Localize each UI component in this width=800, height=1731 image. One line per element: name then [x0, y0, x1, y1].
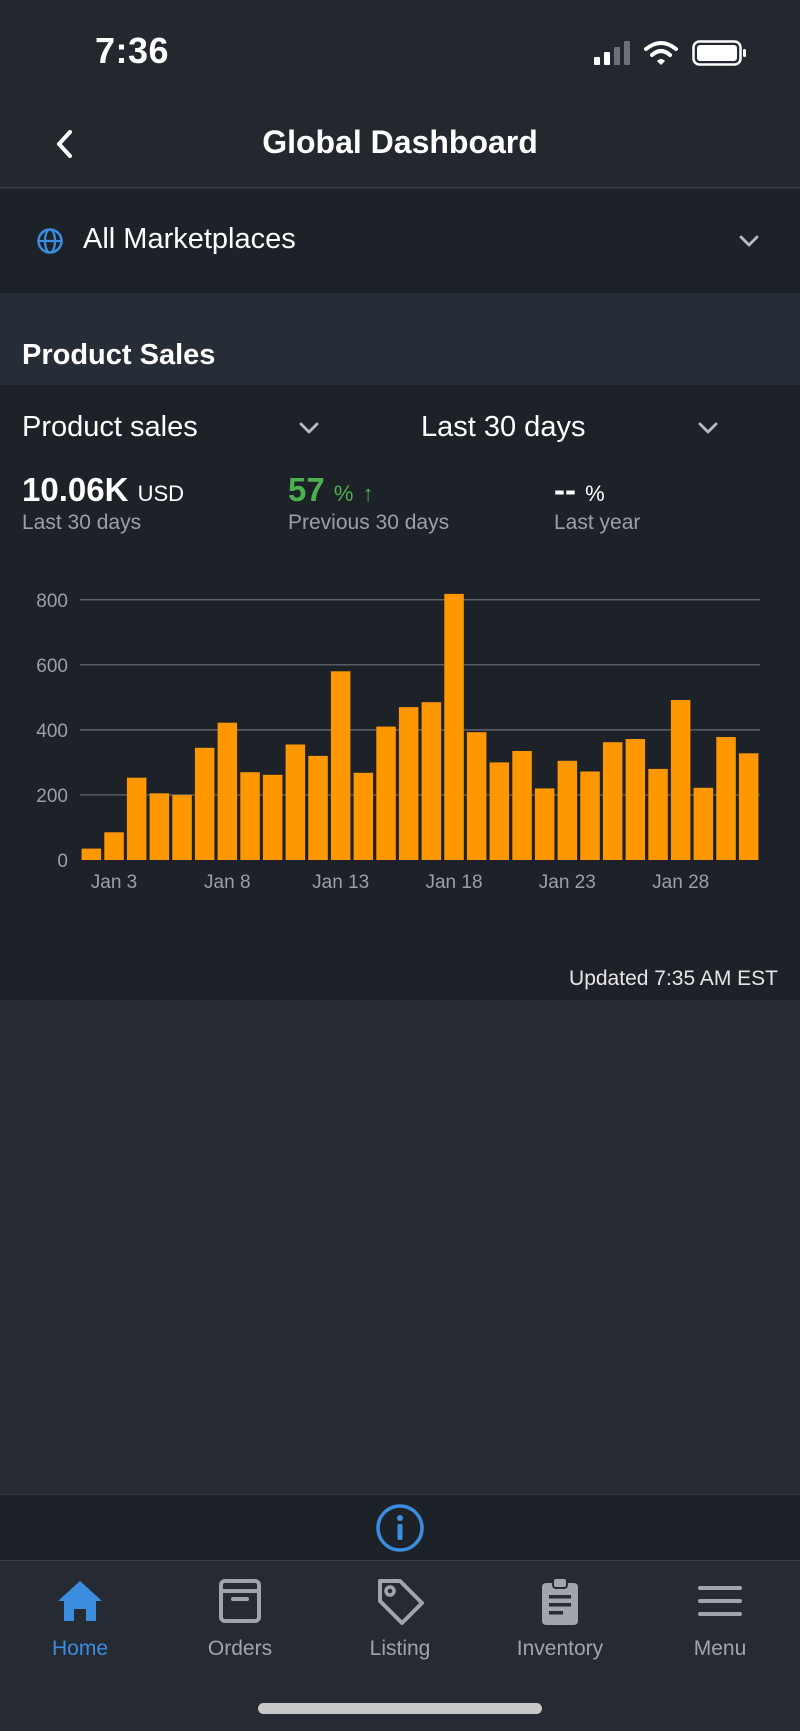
- y-tick-label: 600: [36, 656, 68, 677]
- x-tick-label: Jan 8: [204, 872, 250, 893]
- bar-jan-26[interactable]: [625, 739, 646, 860]
- bar-jan-29[interactable]: [693, 787, 714, 860]
- y-tick-label: 0: [57, 851, 68, 872]
- marketplace-selector[interactable]: All Marketplaces: [0, 189, 800, 293]
- bar-jan-21[interactable]: [512, 751, 532, 860]
- period-dropdown[interactable]: Last 30 days: [421, 411, 586, 443]
- bar-jan-12[interactable]: [308, 755, 328, 860]
- bar-jan-9[interactable]: [240, 772, 260, 860]
- y-tick-label: 200: [36, 786, 68, 807]
- clipboard-icon: [542, 1577, 578, 1625]
- updated-timestamp: Updated 7:35 AM EST: [569, 967, 778, 990]
- orders-box-icon: [219, 1579, 261, 1623]
- sales-bar-chart: 0 200 400 600 800 Jan 3 Jan 8 Jan 13 Jan 18 Jan 2…: [36, 591, 760, 893]
- change-last-year-value: -- %: [554, 471, 605, 509]
- bar-jan-7[interactable]: [194, 747, 215, 860]
- bar-jan-25[interactable]: [602, 742, 623, 860]
- bar-jan-10[interactable]: [262, 774, 283, 860]
- change-previous-unit: %: [333, 481, 354, 506]
- chevron-down-icon[interactable]: [695, 415, 721, 441]
- bar-jan-28[interactable]: [670, 700, 691, 860]
- battery-icon: [692, 40, 746, 66]
- section-title: Product Sales: [22, 339, 216, 371]
- bar-jan-2[interactable]: [81, 848, 102, 860]
- marketplace-label: All Marketplaces: [83, 223, 296, 255]
- bar-jan-6[interactable]: [172, 794, 192, 860]
- change-last-year-number: --: [554, 471, 576, 508]
- bar-jan-11[interactable]: [285, 744, 306, 861]
- total-sales-amount: 10.06K: [22, 471, 129, 508]
- cellular-signal-icon: [594, 41, 630, 65]
- bar-jan-30[interactable]: [716, 737, 736, 860]
- chevron-down-icon: [739, 235, 759, 247]
- bottom-tab-bar: Home Orders Listing Inventory: [0, 1560, 800, 1731]
- bar-jan-3[interactable]: [104, 832, 124, 860]
- x-tick-label: Jan 18: [425, 872, 482, 893]
- home-icon: [58, 1581, 102, 1621]
- info-strip: [0, 1494, 800, 1560]
- y-tick-label: 800: [36, 591, 68, 612]
- back-chevron-icon[interactable]: [46, 124, 86, 164]
- arrow-up-icon: ↑: [362, 481, 374, 506]
- tab-label: Orders: [207, 1637, 273, 1660]
- section-header: Product Sales: [0, 293, 800, 385]
- tab-label: Listing: [369, 1637, 431, 1660]
- bar-jan-22[interactable]: [534, 788, 555, 860]
- bar-jan-4[interactable]: [126, 777, 147, 860]
- bar-jan-23[interactable]: [557, 760, 578, 860]
- status-time: 7:36: [95, 30, 170, 71]
- x-tick-label: Jan 23: [539, 872, 596, 893]
- x-tick-label: Jan 13: [312, 872, 369, 893]
- page-title: Global Dashboard: [262, 124, 538, 160]
- metric-dropdown[interactable]: Product sales: [22, 411, 198, 443]
- tag-icon: [378, 1579, 424, 1625]
- tab-label: Home: [51, 1637, 109, 1660]
- navigation-bar: Global Dashboard: [0, 110, 800, 188]
- bar-jan-16[interactable]: [398, 707, 419, 860]
- bar-jan-15[interactable]: [376, 726, 396, 860]
- tab-label: Menu: [693, 1637, 747, 1660]
- tab-label: Inventory: [516, 1637, 604, 1660]
- product-sales-card: Product sales Last 30 days 10.06K USD La…: [0, 385, 800, 1000]
- x-tick-label: Jan 3: [91, 872, 137, 893]
- bar-jan-14[interactable]: [353, 772, 374, 860]
- bar-jan-27[interactable]: [648, 768, 668, 860]
- total-sales-unit: USD: [137, 481, 185, 506]
- hamburger-menu-icon: [698, 1586, 742, 1616]
- total-sales-caption: Last 30 days: [22, 511, 142, 534]
- wifi-icon: [644, 41, 678, 65]
- tab-home[interactable]: Home: [0, 1561, 160, 1681]
- globe-icon: [37, 228, 63, 254]
- change-previous-value: 57 % ↑: [288, 471, 374, 509]
- x-tick-label: Jan 28: [652, 872, 709, 893]
- bar-jan-31[interactable]: [738, 753, 759, 860]
- home-indicator: [258, 1703, 542, 1714]
- bar-jan-18[interactable]: [444, 593, 464, 860]
- bar-jan-8[interactable]: [217, 722, 238, 860]
- info-icon[interactable]: [374, 1502, 426, 1554]
- tab-orders[interactable]: Orders: [160, 1561, 320, 1681]
- bar-jan-24[interactable]: [580, 771, 600, 861]
- tab-inventory[interactable]: Inventory: [480, 1561, 640, 1681]
- tab-menu[interactable]: Menu: [640, 1561, 800, 1681]
- change-previous-number: 57: [288, 471, 325, 508]
- tab-listing[interactable]: Listing: [320, 1561, 480, 1681]
- y-tick-label: 400: [36, 721, 68, 742]
- bar-jan-20[interactable]: [489, 762, 510, 860]
- change-last-year-unit: %: [585, 481, 605, 506]
- change-last-year-caption: Last year: [554, 511, 641, 534]
- bar-jan-5[interactable]: [149, 793, 170, 860]
- bar-jan-19[interactable]: [466, 732, 487, 860]
- status-icons: [594, 38, 748, 68]
- change-previous-caption: Previous 30 days: [288, 511, 450, 534]
- total-sales-value: 10.06K USD: [22, 471, 184, 509]
- bar-jan-13[interactable]: [330, 671, 351, 860]
- bar-jan-17[interactable]: [421, 702, 442, 860]
- chevron-down-icon[interactable]: [296, 415, 322, 441]
- status-bar: 7:36: [0, 0, 800, 110]
